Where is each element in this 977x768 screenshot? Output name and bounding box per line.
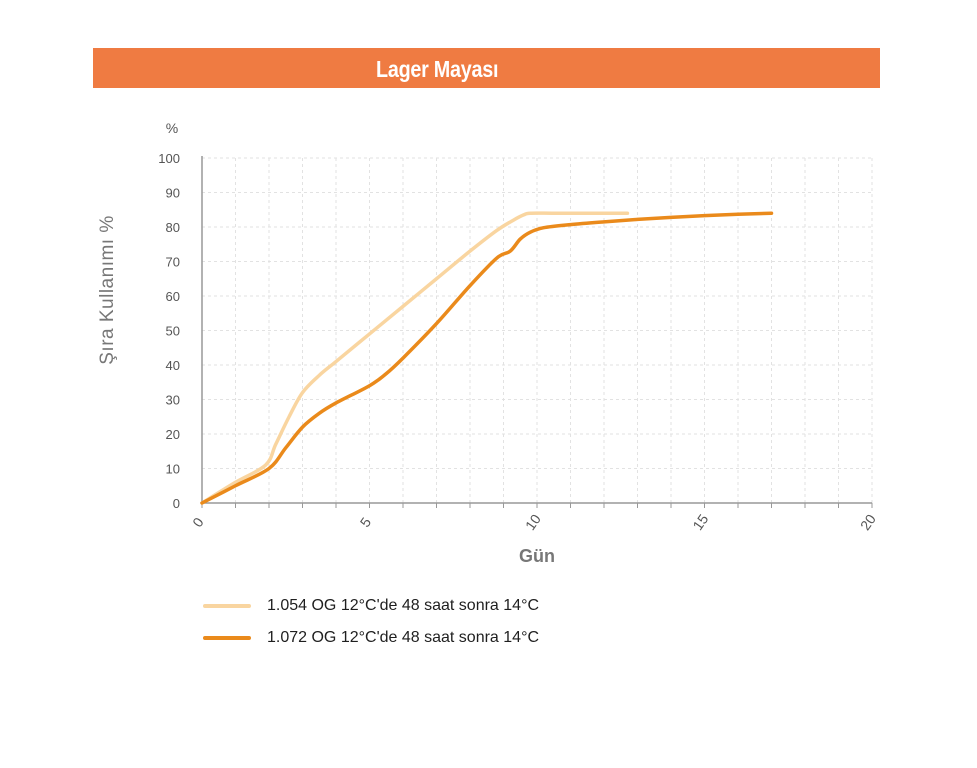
y-tick-label: 80 xyxy=(166,220,180,235)
chart-title-bar: Lager Mayası xyxy=(93,48,880,88)
y-tick-label: 0 xyxy=(173,496,180,511)
x-tick-label: 10 xyxy=(522,511,544,533)
legend: 1.054 OG 12°C'de 48 saat sonra 14°C 1.07… xyxy=(203,590,539,654)
series-lines xyxy=(200,211,774,505)
y-tick-label: 60 xyxy=(166,289,180,304)
legend-swatch-dark xyxy=(203,636,251,640)
y-tick-label: 50 xyxy=(166,324,180,339)
axis-labels: 0 10 20 30 40 50 60 70 80 90 100 0 5 10 15 20% Şıra Kull… xyxy=(97,120,879,566)
y-tick-label: 30 xyxy=(166,393,180,408)
y-tick-label: 20 xyxy=(166,427,180,442)
y-tick-label: 40 xyxy=(166,358,180,373)
x-tick-label: 0 xyxy=(189,514,207,530)
series-line-1 xyxy=(200,211,630,505)
x-tick-label: 5 xyxy=(357,514,375,530)
x-tick-label: 15 xyxy=(689,511,711,533)
axes xyxy=(201,156,873,508)
y-tick-label: 10 xyxy=(166,462,180,477)
legend-item: 1.054 OG 12°C'de 48 saat sonra 14°C xyxy=(203,590,539,622)
y-tick-label: 90 xyxy=(166,186,180,201)
series-line-2 xyxy=(200,211,774,505)
x-axis-title: Gün xyxy=(519,546,555,566)
chart-title: Lager Mayası xyxy=(376,56,499,82)
y-tick-label: 70 xyxy=(166,255,180,270)
y-unit-label: % xyxy=(166,120,178,136)
grid xyxy=(202,157,873,503)
legend-swatch-light xyxy=(203,604,251,608)
x-tick-label: 20 xyxy=(857,511,879,533)
legend-label: 1.054 OG 12°C'de 48 saat sonra 14°C xyxy=(267,597,540,614)
y-axis-title: Şıra Kullanımı % xyxy=(97,215,118,365)
legend-label: 1.072 OG 12°C'de 48 saat sonra 14°C xyxy=(267,629,540,646)
y-tick-label: 100 xyxy=(158,151,180,166)
legend-item: 1.072 OG 12°C'de 48 saat sonra 14°C xyxy=(203,622,539,654)
